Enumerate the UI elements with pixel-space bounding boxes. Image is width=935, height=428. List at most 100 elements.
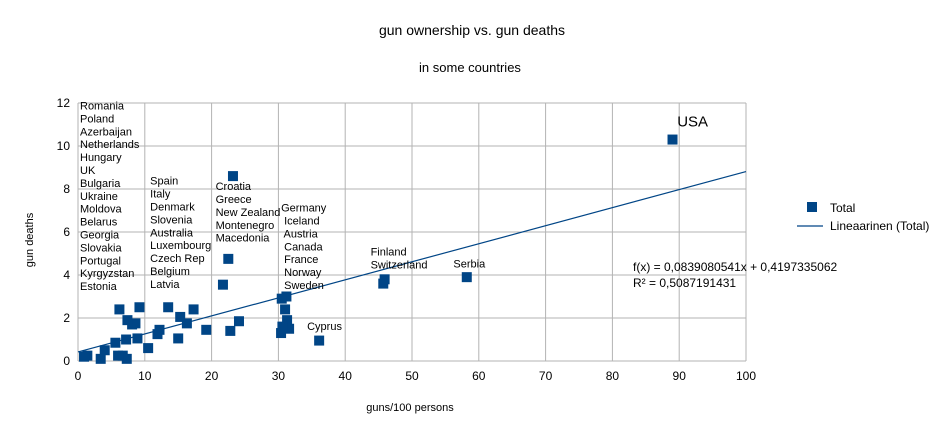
data-point bbox=[175, 311, 186, 322]
data-point bbox=[667, 134, 678, 145]
point-annotation-group-low: Estonia bbox=[80, 281, 118, 293]
point-annotation-group-low: Bulgaria bbox=[80, 178, 121, 190]
point-annotation-group-mid: Italy bbox=[150, 189, 171, 201]
x-tick-label: 90 bbox=[673, 369, 687, 383]
data-point bbox=[277, 321, 288, 332]
data-point bbox=[461, 272, 472, 283]
point-annotation-group-nordic: Finland bbox=[371, 247, 407, 259]
x-tick-label: 50 bbox=[405, 369, 419, 383]
point-annotation-group-mid: Latvia bbox=[150, 279, 180, 291]
point-annotation-group-nordic: Switzerland bbox=[371, 260, 428, 272]
x-tick-label: 10 bbox=[138, 369, 152, 383]
point-annotation-group-low: Kyrgyzstan bbox=[80, 268, 134, 280]
data-point bbox=[114, 304, 125, 315]
data-point bbox=[79, 351, 90, 362]
x-tick-label: 30 bbox=[272, 369, 286, 383]
point-annotation-group-low: UK bbox=[80, 165, 96, 177]
data-point bbox=[143, 343, 154, 354]
point-annotation-group-low: Azerbaijan bbox=[80, 126, 132, 138]
data-point bbox=[276, 293, 287, 304]
data-point bbox=[227, 171, 238, 182]
y-tick-label: 10 bbox=[57, 139, 71, 153]
x-tick-label: 80 bbox=[606, 369, 620, 383]
point-annotation-serbia: Serbia bbox=[453, 258, 486, 270]
legend: Total Lineaarinen (Total) bbox=[797, 201, 929, 233]
data-point bbox=[379, 274, 390, 285]
legend-label-trendline: Lineaarinen (Total) bbox=[830, 219, 929, 233]
data-point bbox=[201, 324, 212, 335]
point-annotation-group-low: Romania bbox=[80, 100, 125, 112]
data-point bbox=[280, 304, 291, 315]
data-point bbox=[121, 334, 132, 345]
point-annotation-group-west: Norway bbox=[281, 267, 322, 279]
data-point bbox=[217, 279, 228, 290]
point-annotation-group-low: Belarus bbox=[80, 217, 118, 229]
data-point bbox=[122, 315, 133, 326]
y-tick-label: 0 bbox=[63, 354, 70, 368]
point-annotation-group-low: Georgia bbox=[80, 229, 120, 241]
point-annotation-group-low: Netherlands bbox=[80, 139, 140, 151]
data-point bbox=[181, 318, 192, 329]
x-tick-label: 40 bbox=[339, 369, 353, 383]
y-tick-label: 4 bbox=[63, 268, 70, 282]
chart-title: gun ownership vs. gun deaths bbox=[379, 22, 565, 38]
data-point bbox=[121, 353, 132, 364]
data-point bbox=[276, 328, 287, 339]
point-annotation-group-balkan: Greece bbox=[216, 194, 252, 206]
point-annotation-group-mid: Czech Rep bbox=[150, 253, 204, 265]
point-annotation-group-west: Austria bbox=[281, 228, 319, 240]
point-annotation-group-low: Slovakia bbox=[80, 242, 122, 254]
data-point bbox=[113, 350, 124, 361]
data-point bbox=[99, 345, 110, 356]
point-annotation-group-low: Hungary bbox=[80, 152, 122, 164]
gridlines bbox=[77, 102, 747, 362]
data-points bbox=[79, 134, 678, 364]
trendline-r-squared: R² = 0,5087191431 bbox=[633, 276, 736, 290]
point-annotation-group-balkan: Croatia bbox=[216, 181, 252, 193]
point-annotation-group-mid: Denmark bbox=[150, 202, 195, 214]
point-annotation-group-balkan: New Zealand bbox=[216, 207, 281, 219]
point-annotation-group-west: France bbox=[281, 254, 318, 266]
x-tick-label: 60 bbox=[472, 369, 486, 383]
x-tick-label: 70 bbox=[539, 369, 553, 383]
legend-marker-total bbox=[807, 202, 817, 212]
data-point bbox=[223, 253, 234, 264]
point-annotation-group-mid: Luxembourg bbox=[150, 240, 211, 252]
point-annotation-group-mid: Belgium bbox=[150, 266, 190, 278]
data-point bbox=[173, 333, 184, 344]
point-annotation-group-west: Sweden bbox=[281, 280, 324, 292]
point-annotation-group-balkan: Macedonia bbox=[216, 233, 271, 245]
data-point bbox=[152, 329, 163, 340]
data-point bbox=[284, 323, 295, 334]
point-annotation-group-low: Moldova bbox=[80, 204, 122, 216]
trendline-equation: f(x) = 0,0839080541x + 0,4197335062 bbox=[633, 260, 837, 274]
point-annotation-group-low: Poland bbox=[80, 113, 114, 125]
y-tick-label: 8 bbox=[63, 182, 70, 196]
data-point bbox=[134, 302, 145, 313]
point-annotation-group-mid: Australia bbox=[150, 227, 194, 239]
point-annotation-group-low: Portugal bbox=[80, 255, 121, 267]
y-tick-label: 12 bbox=[57, 96, 71, 110]
point-annotation-group-mid: Spain bbox=[150, 176, 178, 188]
x-axis-title: guns/100 persons bbox=[366, 402, 454, 414]
point-annotation-group-west: Iceland bbox=[281, 215, 320, 227]
x-tick-label: 20 bbox=[205, 369, 219, 383]
point-annotation-group-mid: Slovenia bbox=[150, 214, 193, 226]
data-point bbox=[95, 353, 106, 364]
point-annotation-group-low: Ukraine bbox=[80, 191, 118, 203]
data-point bbox=[314, 335, 325, 346]
x-tick-label: 0 bbox=[75, 369, 82, 383]
data-point bbox=[132, 333, 143, 344]
data-point bbox=[188, 304, 199, 315]
y-tick-label: 6 bbox=[63, 225, 70, 239]
point-annotation-cyprus: Cyprus bbox=[307, 321, 342, 333]
data-point bbox=[225, 325, 236, 336]
chart-subtitle: in some countries bbox=[419, 60, 521, 75]
data-point bbox=[233, 316, 244, 327]
point-annotation-group-west: Germany bbox=[281, 203, 327, 215]
data-point bbox=[110, 337, 121, 348]
tick-labels: 0 10 20 30 40 50 60 70 80 90 100 0 2 4 6 8 10 12 bbox=[57, 96, 757, 383]
annotations: USA RomaniaPolandAzerbaijanNetherlandsHun… bbox=[80, 100, 708, 332]
y-axis-title: gun deaths bbox=[24, 212, 36, 267]
